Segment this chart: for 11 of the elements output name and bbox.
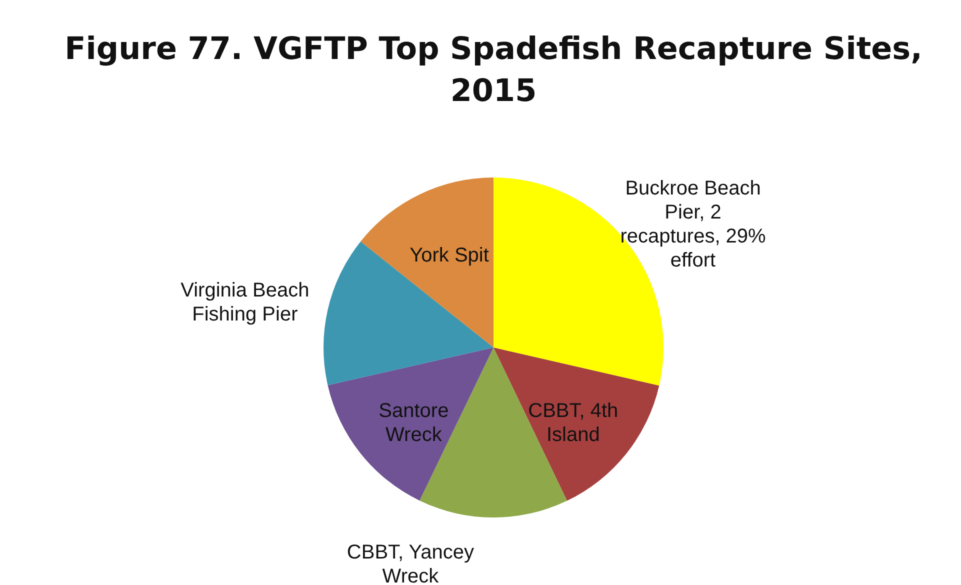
slice-label: Virginia Beach Fishing Pier (180, 280, 310, 326)
slice-label: Buckroe Beach Pier, 2 recaptures, 29% effort (620, 178, 766, 272)
pie-slice (324, 241, 494, 386)
chart-title: Figure 77. VGFTP Top Spadefish Recapture Sites, 2015 (64, 31, 922, 109)
slice-label: York Spit (410, 244, 490, 267)
pie-slice (494, 348, 660, 501)
pie-slice (360, 178, 494, 348)
slice-label: CBBT, 4th Island (528, 400, 618, 446)
slice-label: CBBT, Yancey Wreck (346, 541, 474, 585)
pie-slice (328, 348, 494, 501)
slice-label: Santore Wreck (378, 400, 449, 446)
